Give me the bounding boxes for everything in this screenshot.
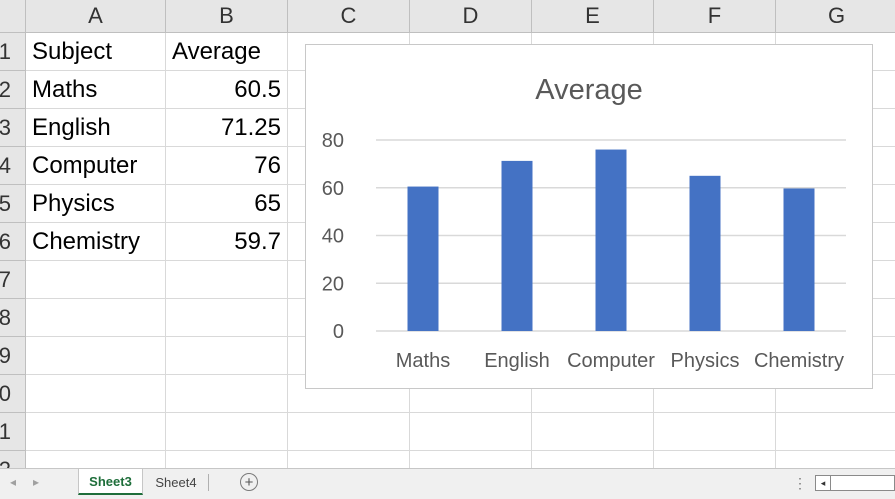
- y-tick-label: 20: [322, 273, 344, 295]
- cell-a2[interactable]: Maths: [26, 71, 166, 109]
- row-header-12[interactable]: 12: [0, 451, 26, 468]
- cell-b8[interactable]: [166, 299, 288, 337]
- cell-b2[interactable]: 60.5: [166, 71, 288, 109]
- row-header-11[interactable]: 11: [0, 413, 26, 451]
- column-header-b[interactable]: B: [166, 0, 288, 33]
- cell-f12[interactable]: [654, 451, 776, 468]
- cell-a1[interactable]: Subject: [26, 33, 166, 71]
- cell-b9[interactable]: [166, 337, 288, 375]
- cell-b6[interactable]: 59.7: [166, 223, 288, 261]
- cell-b7[interactable]: [166, 261, 288, 299]
- bar-maths[interactable]: [407, 186, 439, 331]
- cell-e10[interactable]: [532, 375, 654, 413]
- x-tick-label: Computer: [567, 350, 655, 372]
- column-header-d[interactable]: D: [410, 0, 532, 33]
- cell-b1[interactable]: Average: [166, 33, 288, 71]
- column-header-c[interactable]: C: [288, 0, 410, 33]
- select-all-corner[interactable]: [0, 0, 26, 33]
- cell-a4[interactable]: Computer: [26, 147, 166, 185]
- column-header-e[interactable]: E: [532, 0, 654, 33]
- cell-a7[interactable]: [26, 261, 166, 299]
- cell-a3[interactable]: English: [26, 109, 166, 147]
- scroll-left-icon[interactable]: ◂: [816, 476, 831, 490]
- cell-c10[interactable]: [288, 375, 410, 413]
- cell-d11[interactable]: [410, 413, 532, 451]
- bar-chart[interactable]: Average 0 20 40 60 80 Maths English Computer Ph…: [305, 44, 873, 389]
- cell-d12[interactable]: [410, 451, 532, 468]
- cell-b12[interactable]: [166, 451, 288, 468]
- add-sheet-icon[interactable]: +: [240, 473, 258, 491]
- cell-a5[interactable]: Physics: [26, 185, 166, 223]
- cell-c11[interactable]: [288, 413, 410, 451]
- column-header-f[interactable]: F: [654, 0, 776, 33]
- chart-y-axis: 0 20 40 60 80: [322, 130, 344, 343]
- bar-english[interactable]: [501, 160, 533, 331]
- x-tick-label: Chemistry: [754, 350, 844, 372]
- row-header-3[interactable]: 3: [0, 109, 26, 147]
- cell-g10[interactable]: [776, 375, 895, 413]
- cell-e12[interactable]: [532, 451, 654, 468]
- tab-sheet3[interactable]: Sheet3: [78, 469, 143, 495]
- bar-physics[interactable]: [689, 175, 721, 331]
- cell-a9[interactable]: [26, 337, 166, 375]
- cell-e11[interactable]: [532, 413, 654, 451]
- row-header-2[interactable]: 2: [0, 71, 26, 109]
- sheet-tab-bar: ◂ ▸ Sheet3 Sheet4 + ⋮ ◂: [0, 468, 895, 499]
- column-header-a[interactable]: A: [26, 0, 166, 33]
- y-tick-label: 80: [322, 130, 344, 152]
- horizontal-scrollbar[interactable]: ◂: [815, 475, 895, 491]
- chart-bars: [407, 149, 815, 331]
- cell-b4[interactable]: 76: [166, 147, 288, 185]
- bar-computer[interactable]: [595, 149, 627, 331]
- cell-d10[interactable]: [410, 375, 532, 413]
- chart-x-axis: Maths English Computer Physics Chemistry: [396, 350, 844, 372]
- x-tick-label: English: [484, 350, 550, 372]
- chart-canvas: Average 0 20 40 60 80 Maths English Computer Ph…: [322, 74, 846, 372]
- cell-a10[interactable]: [26, 375, 166, 413]
- cell-a12[interactable]: [26, 451, 166, 468]
- next-sheet-icon[interactable]: ▸: [33, 475, 40, 489]
- cell-g11[interactable]: [776, 413, 895, 451]
- cell-f11[interactable]: [654, 413, 776, 451]
- prev-sheet-icon[interactable]: ◂: [10, 475, 17, 489]
- cell-b10[interactable]: [166, 375, 288, 413]
- tab-separator: [208, 474, 209, 491]
- row-header-4[interactable]: 4: [0, 147, 26, 185]
- x-tick-label: Physics: [671, 350, 740, 372]
- row-header-5[interactable]: 5: [0, 185, 26, 223]
- cell-b3[interactable]: 71.25: [166, 109, 288, 147]
- row-header-8[interactable]: 8: [0, 299, 26, 337]
- y-tick-label: 40: [322, 226, 344, 248]
- cell-a8[interactable]: [26, 299, 166, 337]
- cell-f10[interactable]: [654, 375, 776, 413]
- row-header-6[interactable]: 6: [0, 223, 26, 261]
- cell-a6[interactable]: Chemistry: [26, 223, 166, 261]
- row-header-9[interactable]: 9: [0, 337, 26, 375]
- y-tick-label: 60: [322, 178, 344, 200]
- cell-a11[interactable]: [26, 413, 166, 451]
- cell-b11[interactable]: [166, 413, 288, 451]
- y-tick-label: 0: [333, 321, 344, 343]
- cell-c12[interactable]: [288, 451, 410, 468]
- row-header-7[interactable]: 7: [0, 261, 26, 299]
- bar-chemistry[interactable]: [783, 188, 815, 331]
- x-tick-label: Maths: [396, 350, 450, 372]
- cell-b5[interactable]: 65: [166, 185, 288, 223]
- row-header-1[interactable]: 1: [0, 33, 26, 71]
- more-options-icon[interactable]: ⋮: [793, 475, 807, 491]
- cell-g12[interactable]: [776, 451, 895, 468]
- tab-sheet4[interactable]: Sheet4: [155, 474, 197, 490]
- column-header-g[interactable]: G: [776, 0, 895, 33]
- spreadsheet-grid: A B C D E F G 1 2 3 4 5 6 7 8 9 10 11 12…: [0, 0, 895, 468]
- chart-title[interactable]: Average: [535, 74, 643, 106]
- row-header-10[interactable]: 10: [0, 375, 26, 413]
